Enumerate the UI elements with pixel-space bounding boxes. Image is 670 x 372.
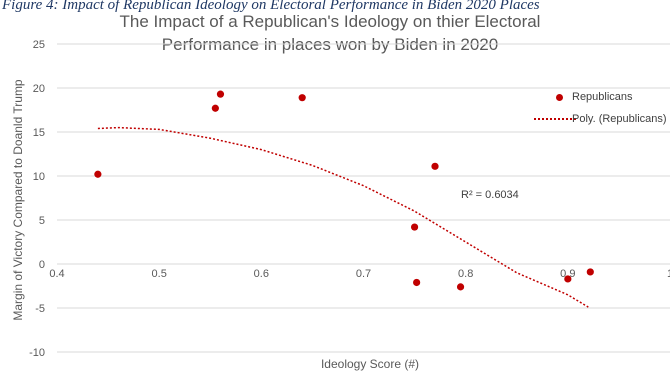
x-tick-label: 0.5 [152,268,167,280]
y-tick-label: 25 [33,39,45,51]
y-tick-label: 20 [33,83,45,95]
y-tick-label: 5 [39,215,45,227]
gridlines [57,43,670,353]
legend-marker [546,93,572,101]
legend: Republicans Poly. (Republicans) [534,86,667,130]
y-tick-label: 10 [33,171,45,183]
x-tick-label: 0.4 [49,268,64,280]
y-tick-label: 15 [33,127,45,139]
y-axis-ticks: -10 -5 0 5 10 15 20 25 [29,39,45,359]
data-point [586,268,594,276]
data-point [456,283,465,291]
x-tick-label: 0.6 [254,268,269,280]
x-tick-label: 0.9 [560,268,575,280]
r-squared-annotation: R² = 0.6034 [461,189,519,201]
legend-item-trendline: Poly. (Republicans) [534,108,667,130]
data-point [216,90,225,98]
x-axis-label: Ideology Score (#) [321,357,419,371]
x-tick-label: 0.7 [356,268,371,280]
y-tick-label: -10 [29,347,45,359]
legend-label-trendline: Poly. (Republicans) [572,113,667,125]
x-axis-ticks: 0.4 0.5 0.6 0.7 0.8 0.9 1 [49,268,670,280]
y-tick-label: 0 [39,259,45,271]
data-point [431,162,439,170]
data-point [211,104,219,112]
data-point [410,223,419,231]
data-point [564,275,572,283]
x-tick-label: 0.8 [458,268,473,280]
trendline [97,126,589,308]
x-tick-label: 1 [667,268,670,280]
y-tick-label: -5 [35,303,45,315]
legend-line-marker [534,118,576,120]
legend-label-republicans: Republicans [572,91,633,103]
data-point [413,278,421,287]
data-point [94,170,102,178]
legend-item-republicans: Republicans [546,86,667,108]
data-points [94,90,594,291]
y-axis-label: Margin of Victory Compared to Doanld Tru… [11,79,25,321]
figure-caption: Figure 4: Impact of Republican Ideology … [2,0,540,13]
data-point [298,94,306,102]
